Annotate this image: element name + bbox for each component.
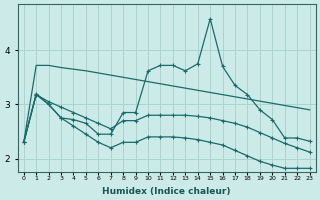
X-axis label: Humidex (Indice chaleur): Humidex (Indice chaleur) (102, 187, 231, 196)
